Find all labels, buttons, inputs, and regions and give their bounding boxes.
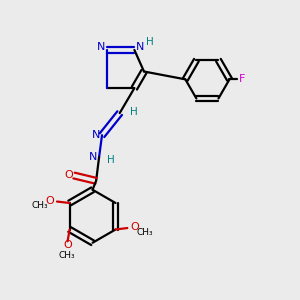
Text: O: O bbox=[46, 196, 54, 206]
Text: O: O bbox=[130, 222, 139, 232]
Text: O: O bbox=[63, 240, 72, 250]
Text: CH₃: CH₃ bbox=[32, 201, 49, 210]
Text: CH₃: CH₃ bbox=[137, 228, 153, 237]
Text: CH₃: CH₃ bbox=[59, 250, 76, 260]
Text: N: N bbox=[136, 42, 144, 52]
Text: H: H bbox=[130, 106, 138, 117]
Text: O: O bbox=[64, 170, 73, 180]
Text: N: N bbox=[89, 152, 98, 162]
Text: N: N bbox=[97, 42, 106, 52]
Text: F: F bbox=[239, 74, 245, 84]
Text: H: H bbox=[146, 37, 154, 47]
Text: H: H bbox=[107, 154, 115, 165]
Text: N: N bbox=[92, 130, 100, 140]
